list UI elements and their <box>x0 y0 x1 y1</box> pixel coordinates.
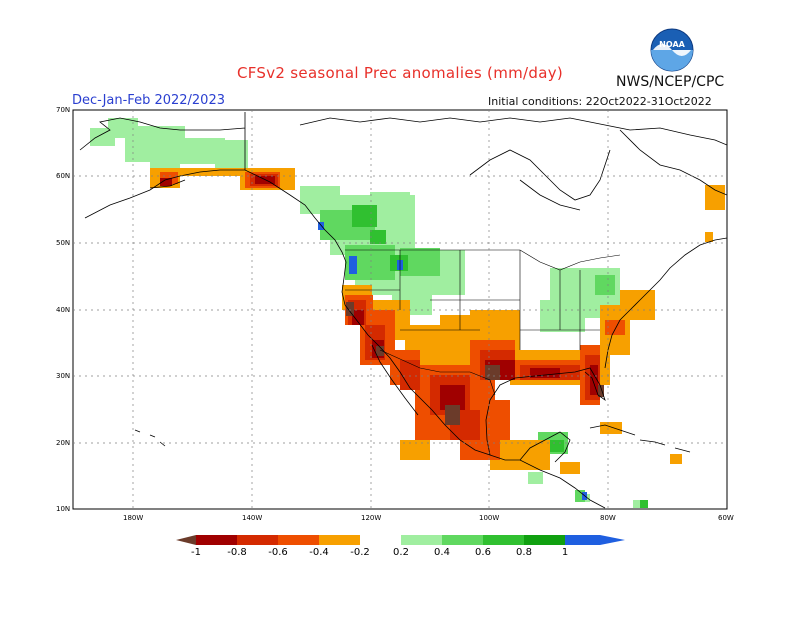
colorbar-swatch-gt1 <box>565 535 625 545</box>
lat-label-20n: 20N <box>56 439 71 447</box>
season-label: Dec-Jan-Feb 2022/2023 <box>72 93 225 108</box>
colorbar-swatch-minus08 <box>237 535 278 545</box>
colorbar-label-06: 0.6 <box>475 547 491 558</box>
coastline <box>79 112 727 509</box>
map-title: CFSv2 seasonal Prec anomalies (mm/day) <box>236 64 564 82</box>
lon-label-60w: 60W <box>718 514 734 522</box>
colorbar-label-08: 0.8 <box>516 547 532 558</box>
colorbar-label-minus02: -0.2 <box>350 547 370 558</box>
colorbar-swatch-06 <box>483 535 524 545</box>
colorbar-swatch-zero <box>360 535 401 545</box>
colorbar-label-02: 0.2 <box>393 547 409 558</box>
lon-label-100w: 100W <box>479 514 500 522</box>
lat-label-70n: 70N <box>56 106 71 114</box>
logo-text: NOAA <box>659 40 685 49</box>
lat-label-30n: 30N <box>56 372 71 380</box>
colorbar-swatch-lt-minus1 <box>176 535 196 545</box>
colorbar-label-04: 0.4 <box>434 547 450 558</box>
colorbar-label-1: 1 <box>561 547 569 558</box>
colorbar-label-minus1: -1 <box>191 547 201 558</box>
colorbar-swatch-minus04 <box>319 535 360 545</box>
colorbar-swatch-02 <box>401 535 442 545</box>
colorbar-label-minus06: -0.6 <box>268 547 288 558</box>
lon-label-120w: 120W <box>361 514 382 522</box>
colorbar <box>176 535 625 545</box>
positive-anomaly-regions <box>90 118 647 508</box>
lat-label-60n: 60N <box>56 172 71 180</box>
lon-label-180w: 180W <box>123 514 144 522</box>
colorbar-label-minus08: -0.8 <box>227 547 247 558</box>
colorbar-swatch-minus1 <box>196 535 237 545</box>
noaa-logo: NOAA <box>650 28 694 72</box>
lon-label-80w: 80W <box>600 514 616 522</box>
lat-label-50n: 50N <box>56 239 71 247</box>
colorbar-swatch-04 <box>442 535 483 545</box>
colorbar-swatch-minus06 <box>278 535 319 545</box>
lon-label-140w: 140W <box>242 514 263 522</box>
gridlines <box>73 110 727 509</box>
colorbar-swatch-08 <box>524 535 565 545</box>
agency-label: NWS/NCEP/CPC <box>616 74 725 90</box>
borders <box>345 249 621 396</box>
colorbar-label-minus04: -0.4 <box>309 547 329 558</box>
lat-label-40n: 40N <box>56 306 71 314</box>
lat-label-10n: 10N <box>56 505 71 513</box>
initial-conditions-label: Initial conditions: 22Oct2022-31Oct2022 <box>488 95 712 108</box>
